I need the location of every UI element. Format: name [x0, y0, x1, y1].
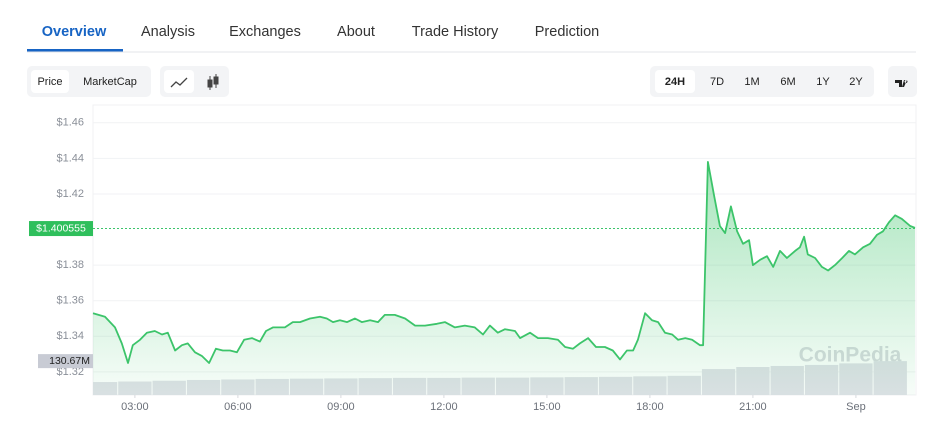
tab-bar: Overview Analysis Exchanges About Trade Hist… — [27, 24, 599, 52]
price-area — [93, 161, 915, 395]
metric-button[interactable]: MarketCap — [83, 76, 137, 88]
tradingview-button[interactable] — [888, 66, 917, 97]
price-chart: $1.32 $1.34 $1.36 $1.38 $1.42 $1.44 $1.46 03:00… — [29, 117, 916, 413]
price-line — [92, 161, 916, 364]
x-tick-label: 18:00 — [636, 401, 664, 413]
range-buttons: 24H 7D 1M 6M 1Y 2Y — [655, 70, 863, 93]
y-tick-label: $1.44 — [56, 152, 84, 164]
volume-label: 130.67M — [49, 355, 90, 367]
range-button[interactable]: 2Y — [849, 76, 863, 88]
x-tick-label: 09:00 — [327, 401, 355, 413]
candle-chart-button[interactable] — [207, 74, 219, 90]
x-tick-label: 15:00 — [533, 401, 561, 413]
tab[interactable]: Overview — [42, 24, 107, 40]
volume-label-box — [38, 354, 93, 369]
y-tick-label: $1.46 — [56, 117, 84, 129]
range-button[interactable]: 1Y — [816, 76, 830, 88]
y-tick-label: $1.36 — [56, 295, 84, 307]
tab[interactable]: About — [337, 24, 375, 40]
line-chart-button[interactable] — [164, 70, 194, 93]
x-tick-label: 12:00 — [430, 401, 458, 413]
metric-buttons: Price MarketCap — [31, 70, 137, 93]
x-tick-label: 03:00 — [121, 401, 149, 413]
range-toggle — [650, 66, 874, 97]
range-button[interactable]: 1M — [744, 76, 759, 88]
current-price-label: $1.400555 — [36, 222, 86, 234]
x-tick-label: Sep — [846, 401, 866, 413]
active-pill — [655, 70, 695, 93]
range-button[interactable]: 7D — [710, 76, 724, 88]
active-pill — [31, 70, 69, 93]
range-button[interactable]: 6M — [780, 76, 795, 88]
x-tick-label: 21:00 — [739, 401, 767, 413]
y-tick-label: $1.32 — [56, 366, 84, 378]
tab-underline — [27, 49, 123, 52]
x-tick-label: 06:00 — [224, 401, 252, 413]
tab[interactable]: Trade History — [412, 24, 499, 40]
current-price-box — [29, 221, 93, 237]
y-tick-label: $1.42 — [56, 188, 84, 200]
tab[interactable]: Prediction — [535, 24, 599, 40]
tab[interactable]: Analysis — [141, 24, 195, 40]
y-tick-label: $1.38 — [56, 259, 84, 271]
range-button[interactable]: 24H — [665, 76, 685, 88]
y-tick-label: $1.34 — [56, 330, 84, 342]
metric-button[interactable]: Price — [37, 76, 62, 88]
tab[interactable]: Exchanges — [229, 24, 301, 40]
